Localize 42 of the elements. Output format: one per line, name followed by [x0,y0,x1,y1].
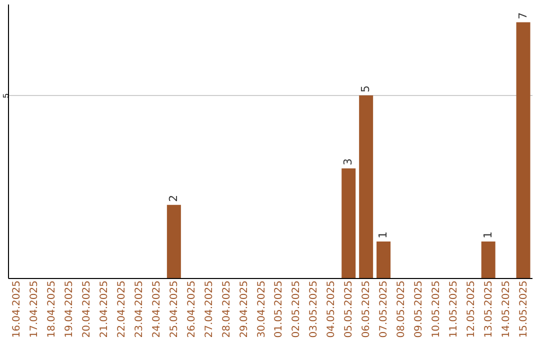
x-tick-label: 06.05.2025 [361,280,372,338]
data-label: 1 [481,231,494,238]
bar [516,22,530,278]
bar [166,204,181,278]
x-tick-label: 29.04.2025 [238,280,250,338]
x-tick-label: 08.05.2025 [396,280,407,338]
x-tick-label: 13.05.2025 [483,280,494,338]
x-tick-label: 24.04.2025 [151,280,162,338]
bar [376,241,391,278]
x-tick-label: 26.04.2025 [186,280,198,338]
x-tick-label: 28.04.2025 [221,280,232,338]
x-tick-label: 27.04.2025 [204,280,215,338]
x-tick-label: 15.05.2025 [518,280,530,338]
data-label: 2 [166,194,180,202]
x-tick-label: 19.04.2025 [64,280,76,338]
data-label: 7 [516,12,530,20]
x-tick-label: 04.05.2025 [326,280,338,338]
bar [359,95,374,278]
x-tick-label: 02.05.2025 [291,280,302,338]
x-tick-label: 21.04.2025 [99,280,110,338]
x-tick-label: 10.05.2025 [430,280,442,338]
bar [481,241,496,278]
bar [342,168,356,278]
x-tick-label: 17.04.2025 [29,280,40,338]
x-tick-label: 20.04.2025 [82,280,93,338]
x-tick-label: 23.04.2025 [134,280,145,338]
x-tick-label: 12.05.2025 [466,280,477,338]
x-tick-label: 05.05.2025 [344,280,355,338]
x-tick-label: 01.05.2025 [274,280,285,338]
x-tick-label: 22.04.2025 [116,280,128,338]
x-tick-label: 30.04.2025 [256,280,268,338]
data-label: 1 [376,231,390,238]
x-tick-label: 25.04.2025 [168,280,180,338]
x-tick-label: 09.05.2025 [413,280,424,338]
data-label: 3 [342,158,355,166]
x-tick-label: 03.05.2025 [308,280,320,338]
x-tick-label: 16.04.2025 [12,280,23,338]
data-label: 5 [359,85,372,92]
x-tick-label: 14.05.2025 [500,280,512,338]
x-tick-label: 18.04.2025 [46,280,58,338]
x-tick-label: 07.05.2025 [378,280,390,338]
x-tick-label: 11.05.2025 [448,280,460,338]
